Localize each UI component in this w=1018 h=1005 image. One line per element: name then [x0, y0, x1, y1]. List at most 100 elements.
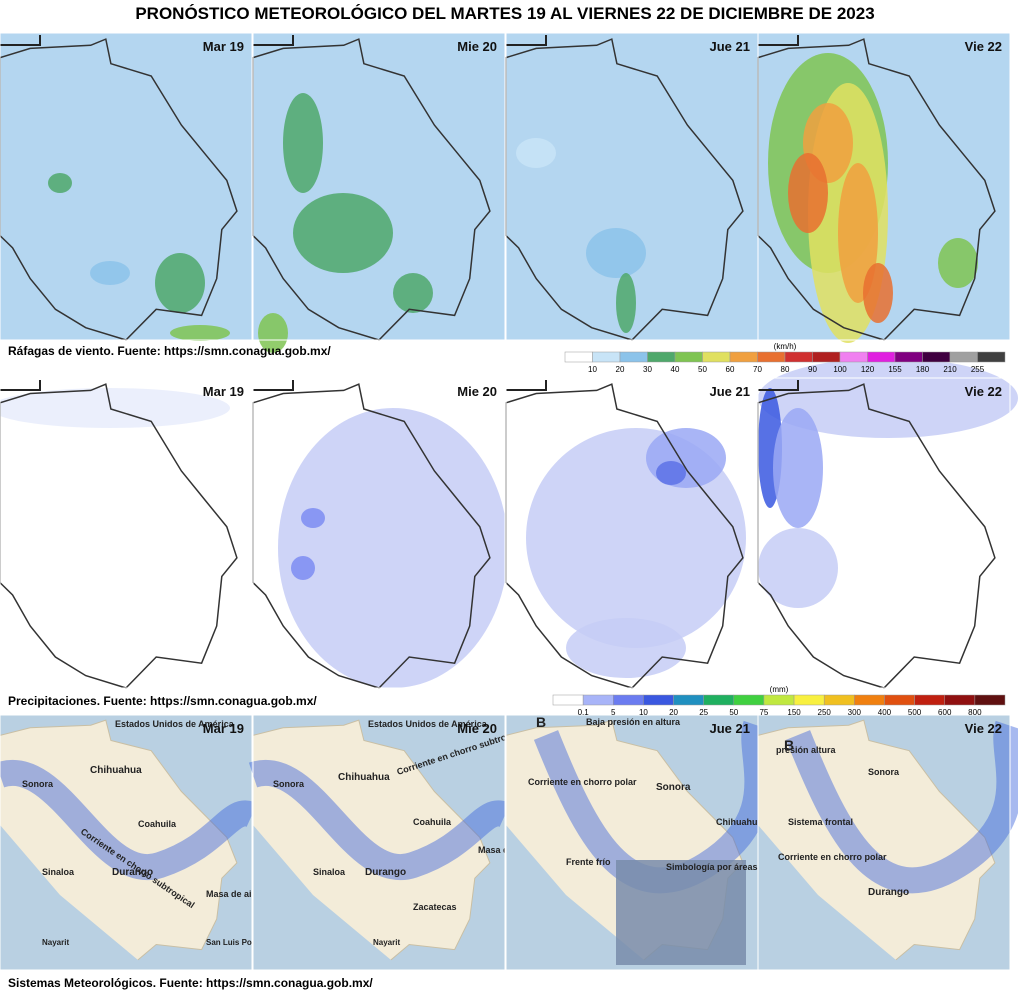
legend-swatch [823, 694, 855, 706]
legend-swatch [673, 694, 704, 706]
map-label: San Luis Potosí [206, 938, 267, 947]
map-label: Sonora [868, 767, 900, 777]
legend-label: 210 [943, 365, 957, 374]
border [0, 35, 41, 46]
legend-label: 120 [861, 365, 875, 374]
panel-frame [0, 32, 253, 341]
legend-swatch [564, 351, 593, 363]
map-label: presión altura [776, 745, 837, 755]
legend-label: 20 [669, 708, 678, 717]
map-label: Sinaloa [313, 867, 346, 877]
map-label: Sonora [656, 782, 691, 793]
legend-unit: (mm) [770, 685, 789, 694]
legend-label: 10 [588, 365, 597, 374]
map-label: Baja presión en altura [586, 717, 681, 727]
field-area [773, 408, 823, 528]
source-caption: Sistemas Meteorológicos. Fuente: https:/… [8, 976, 373, 990]
map-panel: Vie 22 [757, 32, 1011, 343]
source-caption: Precipitaciones. Fuente: https://smn.con… [8, 694, 317, 708]
legend-swatch [703, 694, 735, 706]
day-label: Vie 22 [965, 721, 1002, 736]
legend-swatch [729, 351, 758, 363]
legend-swatch [812, 351, 841, 363]
map-panel: Jue 21 [505, 32, 759, 341]
legend-label: 150 [787, 708, 801, 717]
state-outline [757, 38, 996, 341]
jet-stream [785, 720, 1018, 894]
map-label: Corriente en chorro polar [528, 777, 637, 787]
legend-label: 180 [916, 365, 930, 374]
map-label: Durango [868, 887, 909, 898]
legend-label: 50 [729, 708, 738, 717]
legend-label: 30 [643, 365, 652, 374]
map-background [0, 378, 252, 688]
border [506, 35, 547, 46]
field-area [301, 508, 325, 528]
field-area [90, 261, 130, 285]
legend-swatch [552, 694, 584, 706]
day-label: Jue 21 [710, 39, 750, 54]
panel-frame [0, 377, 253, 689]
legend-label: 25 [699, 708, 708, 717]
legend-swatch [977, 351, 1006, 363]
map-label: Durango [365, 867, 406, 878]
map-label: Nayarit [42, 938, 69, 947]
state-outline [757, 383, 996, 689]
field-area [291, 556, 315, 580]
map-label: Chihuahua [716, 817, 763, 827]
legend-label: 80 [781, 365, 790, 374]
map-label: Nayarit [373, 938, 400, 947]
legend-swatch [757, 351, 786, 363]
state-outline [252, 383, 491, 689]
legend-swatch [944, 694, 976, 706]
legend-label: 50 [698, 365, 707, 374]
legend-swatch [949, 351, 978, 363]
legend-swatch [733, 694, 765, 706]
map-panel: Mar 19 [0, 32, 253, 341]
legend-swatch [784, 351, 813, 363]
jet-stream [248, 759, 511, 881]
coast [758, 825, 908, 970]
map-panel: Baja presión en altura Corriente en chorr… [505, 714, 771, 971]
field-area [788, 153, 828, 233]
field-area [283, 93, 323, 193]
field-area [155, 253, 205, 313]
map-panel: Vie 22 [757, 358, 1018, 689]
map-label: Estados Unidos de América [115, 719, 235, 729]
panel-frame [0, 714, 253, 971]
day-label: Vie 22 [965, 39, 1002, 54]
day-label: Mar 19 [203, 384, 244, 399]
map-label: B [536, 714, 546, 730]
map-panel: presión altura Sistema frontal Corriente e… [757, 714, 1018, 971]
field-area [656, 461, 686, 485]
legend-label: 20 [616, 365, 625, 374]
map-label: Corriente en chorro polar [778, 852, 887, 862]
panel-frame [757, 32, 1011, 341]
day-label: Mie 20 [457, 721, 497, 736]
map-label: B [784, 737, 794, 753]
border [758, 380, 799, 391]
legend-swatch [974, 694, 1006, 706]
map-label: Masa de aire frío [206, 889, 278, 899]
field-area [258, 313, 288, 353]
legend-label: 155 [888, 365, 902, 374]
map-background [253, 33, 505, 340]
legend-label: 300 [848, 708, 862, 717]
legend-label: 70 [753, 365, 762, 374]
field-area [586, 228, 646, 278]
legend-swatch [643, 694, 674, 706]
legend-swatch [674, 351, 703, 363]
legend-swatch [582, 694, 614, 706]
field-area [278, 408, 508, 688]
legend-label: 60 [726, 365, 735, 374]
border [758, 35, 799, 46]
field-area [170, 325, 230, 341]
legend-label: 5 [611, 708, 616, 717]
panel-frame [252, 377, 506, 689]
legend-swatch [922, 351, 951, 363]
legend-label: 40 [671, 365, 680, 374]
map-panel: Mar 19 [0, 377, 253, 689]
map-label: Zacatecas [413, 902, 457, 912]
